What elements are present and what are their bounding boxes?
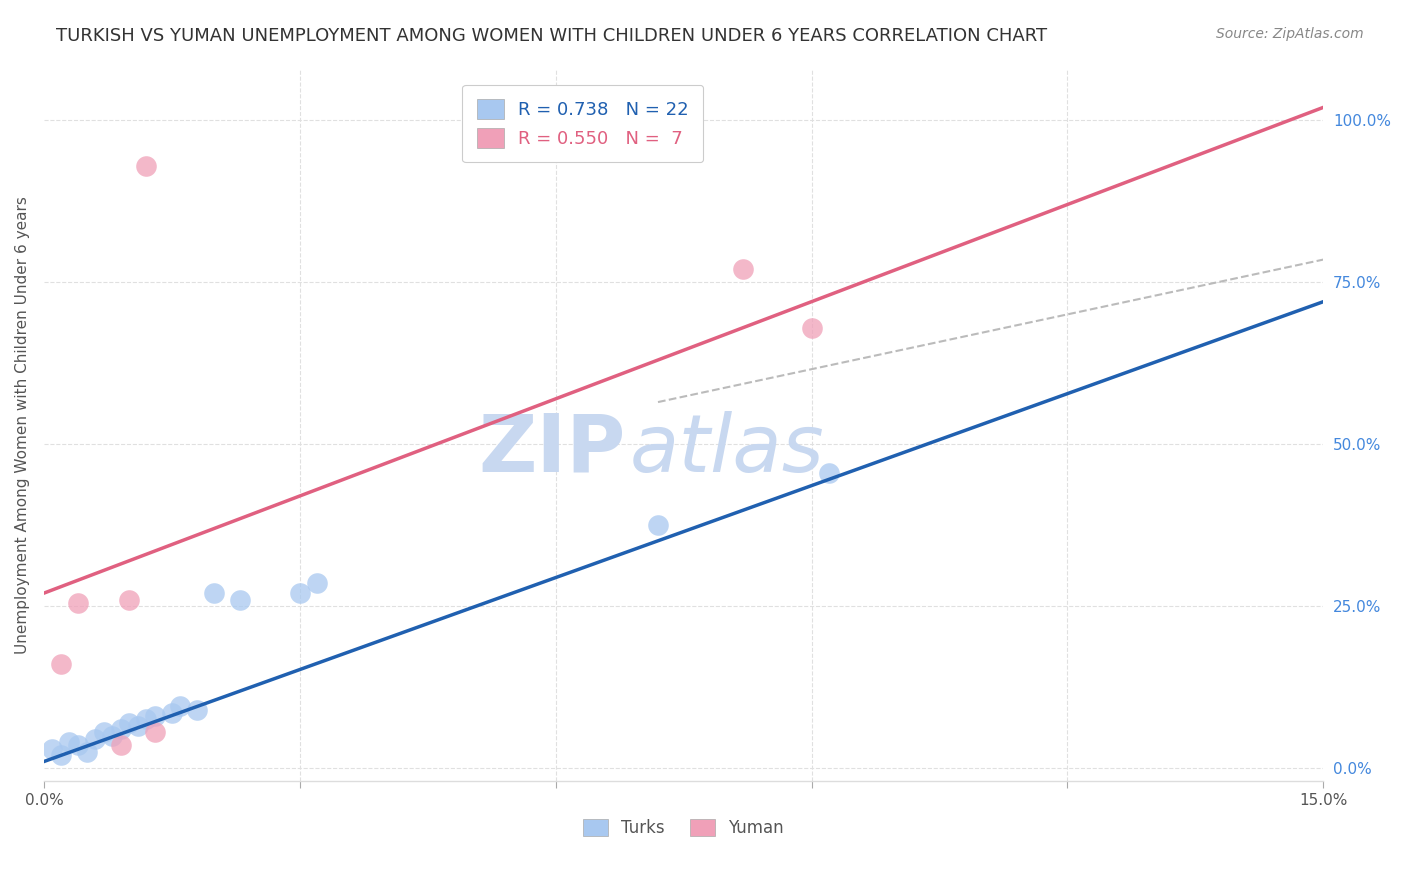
Text: Source: ZipAtlas.com: Source: ZipAtlas.com	[1216, 27, 1364, 41]
Point	[800, 320, 823, 334]
Point	[49, 747, 72, 762]
Text: ZIP: ZIP	[479, 410, 626, 489]
Point	[169, 699, 191, 714]
Point	[41, 741, 63, 756]
Point	[733, 262, 755, 277]
Text: atlas: atlas	[630, 410, 824, 489]
Point	[135, 713, 157, 727]
Point	[305, 576, 328, 591]
Y-axis label: Unemployment Among Women with Children Under 6 years: Unemployment Among Women with Children U…	[15, 196, 30, 654]
Point	[118, 715, 141, 730]
Point	[58, 735, 80, 749]
Point	[49, 657, 72, 672]
Point	[93, 725, 115, 739]
Point	[84, 731, 107, 746]
Point	[160, 706, 183, 720]
Point	[186, 703, 208, 717]
Point	[66, 739, 89, 753]
Point	[101, 729, 124, 743]
Point	[110, 722, 132, 736]
Point	[647, 518, 669, 533]
Point	[817, 467, 839, 481]
Point	[204, 586, 226, 600]
Point	[118, 592, 141, 607]
Point	[66, 596, 89, 610]
Point	[135, 159, 157, 173]
Point	[143, 709, 166, 723]
Point	[288, 586, 311, 600]
Point	[110, 739, 132, 753]
Point	[127, 719, 149, 733]
Text: TURKISH VS YUMAN UNEMPLOYMENT AMONG WOMEN WITH CHILDREN UNDER 6 YEARS CORRELATIO: TURKISH VS YUMAN UNEMPLOYMENT AMONG WOME…	[56, 27, 1047, 45]
Point	[76, 745, 98, 759]
Point	[229, 592, 252, 607]
Point	[143, 725, 166, 739]
Legend: Turks, Yuman: Turks, Yuman	[576, 813, 790, 844]
